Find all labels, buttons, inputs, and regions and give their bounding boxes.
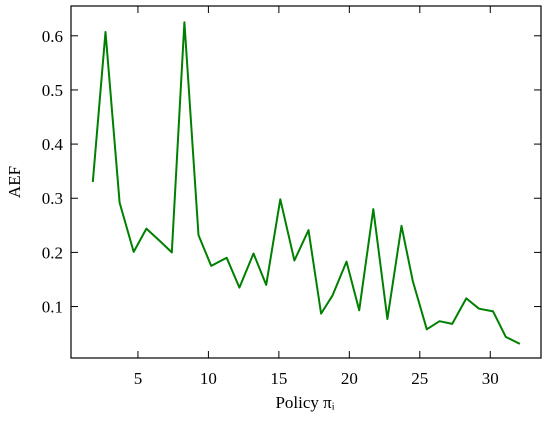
x-tick-label: 20 (341, 369, 358, 388)
y-tick-label: 0.2 (42, 243, 63, 262)
x-tick-label: 25 (411, 369, 428, 388)
x-tick-label: 30 (482, 369, 499, 388)
y-axis-label: AEF (5, 166, 24, 198)
x-tick-label: 15 (270, 369, 287, 388)
data-line (91, 21, 521, 345)
y-tick-label: 0.4 (42, 135, 64, 154)
y-tick-label: 0.6 (42, 27, 63, 46)
y-tick-label: 0.5 (42, 81, 63, 100)
plot-frame (70, 5, 542, 359)
y-tick-label: 0.3 (42, 189, 63, 208)
x-tick-label: 10 (200, 369, 217, 388)
x-tick-label: 5 (134, 369, 143, 388)
y-tick-label: 0.1 (42, 298, 63, 317)
x-axis-label: Policy πᵢ (275, 393, 334, 412)
